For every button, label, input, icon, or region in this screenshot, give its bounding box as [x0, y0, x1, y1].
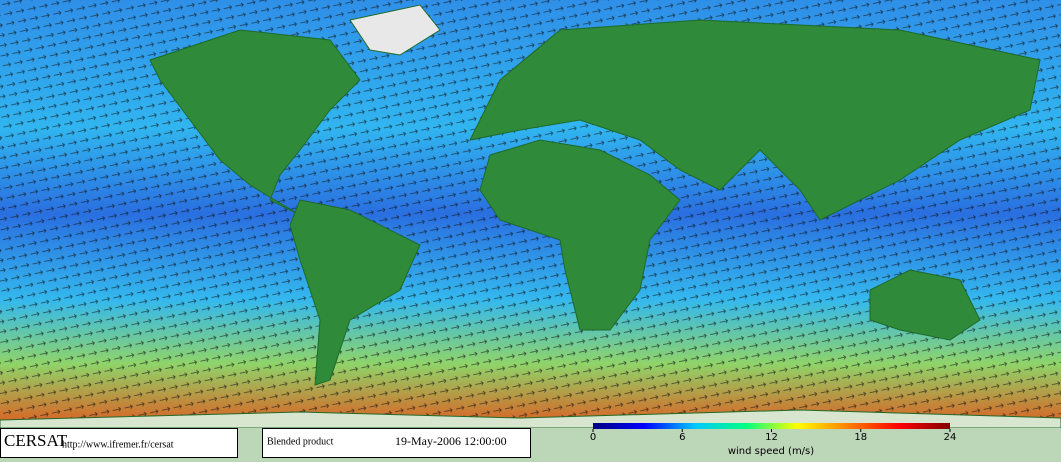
colorbar-label: wind speed (m/s)	[728, 446, 814, 457]
africa	[479, 139, 681, 331]
south-america	[289, 199, 421, 386]
north-america	[149, 29, 361, 216]
greenland	[349, 4, 441, 56]
logo: CERSAT	[4, 431, 68, 450]
colorbar-tick-label: 24	[944, 432, 957, 443]
australia	[869, 269, 981, 341]
colorbar-tick-label: 12	[765, 432, 778, 443]
logo-box	[0, 428, 238, 458]
colorbar-tick-label: 18	[854, 432, 867, 443]
product-box	[262, 428, 531, 458]
colorbar	[593, 423, 950, 429]
eurasia	[469, 19, 1041, 221]
colorbar-tick-label: 0	[590, 432, 596, 443]
product: Blended product	[267, 436, 334, 447]
colorbar-tick-label: 6	[679, 432, 685, 443]
date: 19-May-2006 12:00:00	[395, 434, 507, 448]
url: http://www.ifremer.fr/cersat	[62, 439, 174, 450]
